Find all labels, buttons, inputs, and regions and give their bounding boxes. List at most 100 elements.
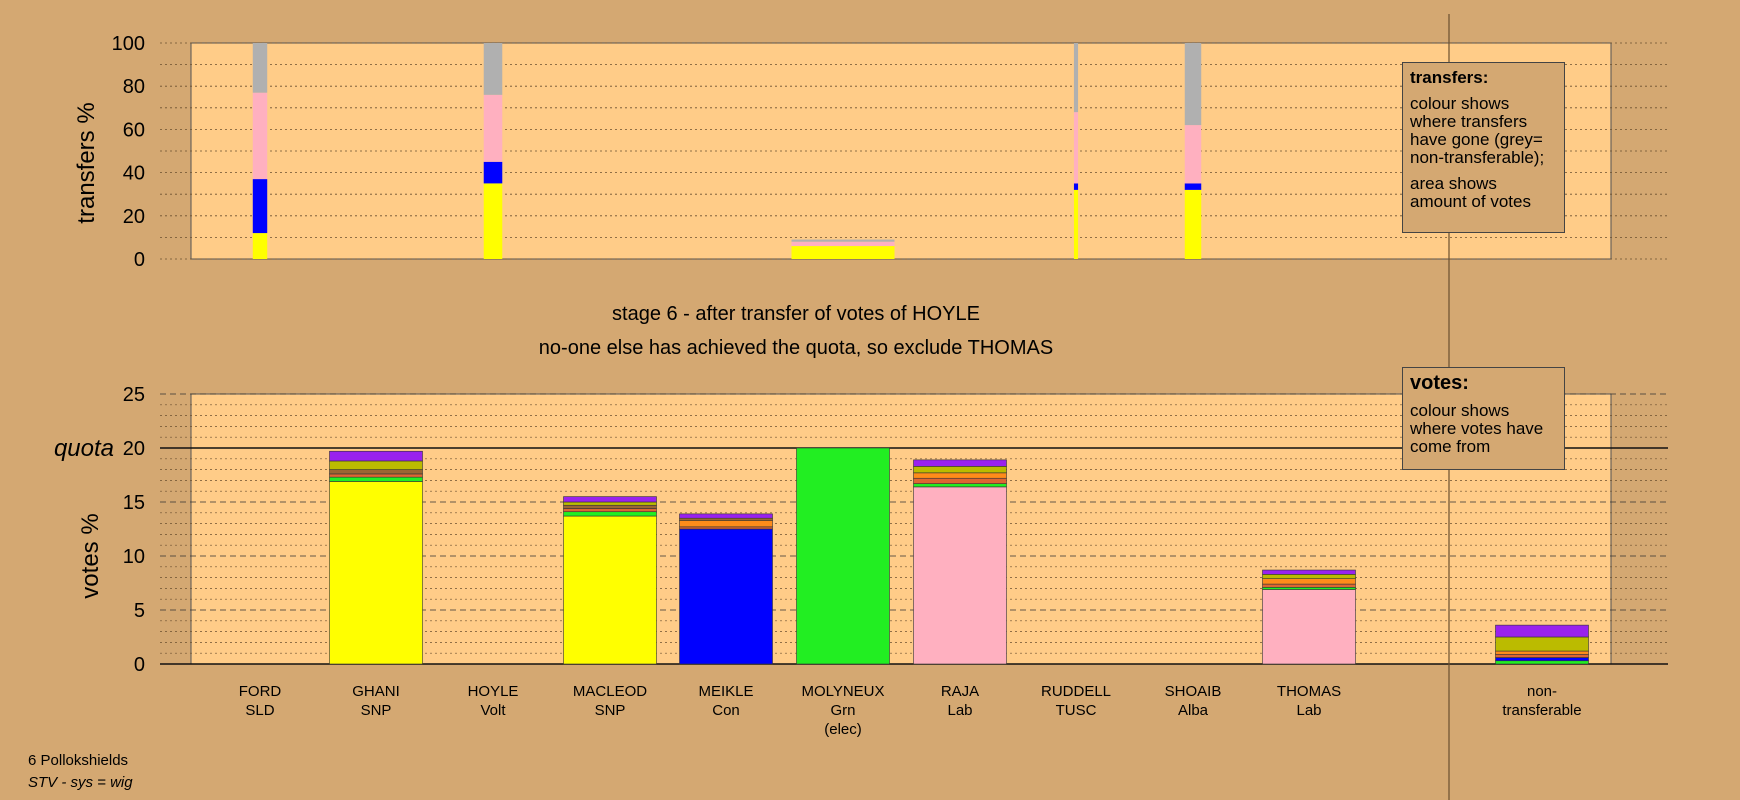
votes-bars [329,447,1589,665]
vote-bar-segment [679,513,773,519]
candidate-party: SLD [245,702,274,719]
candidate-name: HOYLE [468,683,519,700]
candidate-name: MOLYNEUX [801,683,884,700]
footer-system: STV - sys = wig [28,774,133,791]
transfers-y-tick-label: 40 [123,163,145,185]
vote-bar-segment [913,486,1007,665]
transfers-bars [252,43,1202,259]
vote-bar-segment [329,473,423,478]
candidate-name: SHOAIB [1165,683,1222,700]
candidate-name: MACLEOD [573,683,647,700]
votes-y-tick-label: 25 [123,384,145,406]
candidate-party: TUSC [1056,702,1097,719]
stage-subtitle: no-one else has achieved the quota, so e… [539,337,1053,359]
transfer-bar-segment [1073,189,1079,259]
candidate-party: Lab [947,702,972,719]
transfer-bar-segment [1184,183,1202,190]
candidate-status: (elec) [824,721,862,738]
vote-bar-segment [1262,574,1356,579]
votes-plot-area [190,393,1612,665]
transfers-panel: 0 20 40 60 80 100 transfers % [73,33,1668,271]
vote-bar-segment [796,447,890,665]
candidate-party: SNP [361,702,392,719]
vote-bar-segment [1262,587,1356,590]
transfers-legend-line: area shows amount of votes [1410,174,1531,211]
vote-bar-segment [329,469,423,475]
transfers-legend-title: transfers: [1410,68,1489,87]
candidate-party: Lab [1296,702,1321,719]
vote-bar-segment [1262,578,1356,585]
candidate-party: Volt [480,702,506,719]
votes-y-tick-label: 5 [134,600,145,622]
vote-bar-segment [563,501,657,506]
transfers-y-tick-label: 60 [123,119,145,141]
stage-title: stage 6 - after transfer of votes of HOY… [612,303,980,325]
transfer-bar-segment [483,183,503,259]
transfer-bar-segment [252,43,268,93]
nontransferable-label: transferable [1502,702,1581,719]
vote-bar-segment [563,511,657,517]
votes-y-tick-label: 15 [123,492,145,514]
vote-bar-segment [329,450,423,462]
vote-bar-segment [1495,660,1589,665]
candidate-party: Con [712,702,740,719]
transfer-bar-segment [1073,183,1079,190]
transfer-bar-segment [252,179,268,234]
vote-bar-segment [563,515,657,665]
transfer-bar-segment [1073,43,1079,113]
transfer-bar-segment [791,241,895,247]
vote-bar-segment [1262,589,1356,665]
transfers-legend: transfers: colour shows where transfers … [1402,62,1565,233]
candidate-name: RAJA [941,683,979,700]
votes-y-tick-label: 20 [123,438,145,460]
nontransferable-label: non- [1527,683,1557,700]
votes-panel: 0 5 10 15 20 25 quota votes % FORD SLD GHANI SNP… [54,384,1668,738]
candidate-party: SNP [595,702,626,719]
vote-bar-segment [1495,624,1589,638]
candidate-name: GHANI [352,683,400,700]
candidate-party: Alba [1178,702,1209,719]
transfer-bar-segment [252,233,268,259]
vote-bar-segment [679,528,773,665]
votes-legend-title: votes: [1410,372,1469,394]
candidate-name: MEIKLE [698,683,753,700]
candidate-name: THOMAS [1277,683,1341,700]
vote-bar-segment [679,517,773,521]
vote-bar-segment [913,472,1007,479]
vote-bar-segment [329,481,423,665]
vote-bar-segment [1495,653,1589,658]
transfer-bar-segment [1073,112,1079,184]
vote-bar-segment [563,496,657,503]
vote-bar-segment [913,477,1007,484]
vote-bar-segment [913,459,1007,467]
votes-legend-line: colour shows where votes have come from [1410,401,1544,456]
vote-bar-segment [1262,569,1356,575]
transfer-bar-segment [791,246,895,259]
transfer-bar-segment [483,161,503,184]
transfer-bar-segment [1184,189,1202,259]
quota-label: quota [54,435,114,462]
vote-bar-segment [679,520,773,528]
vote-bar-segment [563,504,657,509]
votes-y-axis-label: votes % [77,513,104,598]
transfer-bar-segment [483,94,503,162]
transfer-bar-segment [483,43,503,95]
vote-bar-segment [1495,636,1589,652]
transfer-bar-segment [1184,125,1202,184]
votes-y-tick-label: 0 [134,654,145,676]
vote-bar-segment [329,460,423,470]
transfer-bar-segment [1184,43,1202,126]
transfers-y-tick-label: 20 [123,206,145,228]
footer-ward: 6 Pollokshields [28,752,129,769]
vote-bar-segment [913,483,1007,488]
vote-bar-segment [563,508,657,513]
votes-y-tick-label: 10 [123,546,145,568]
transfer-bar-segment [252,92,268,180]
transfers-y-ticks: 0 20 40 60 80 100 [112,33,145,271]
transfers-legend-line: colour shows where transfers have gone (… [1410,94,1545,167]
transfers-y-tick-label: 80 [123,76,145,98]
vote-bar-segment [1495,650,1589,655]
vote-bar-segment [913,466,1007,474]
votes-y-ticks: 0 5 10 15 20 25 [123,384,145,676]
